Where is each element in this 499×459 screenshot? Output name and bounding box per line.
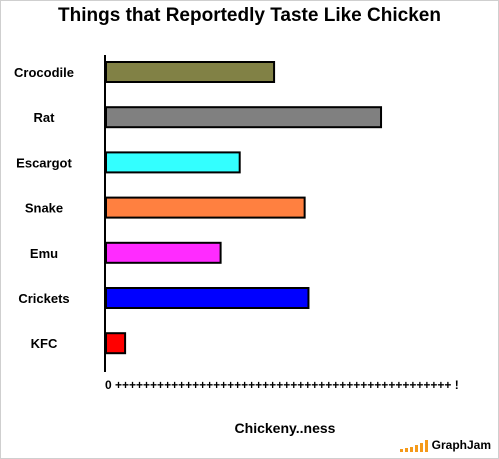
category-label-emu: Emu [30,246,58,261]
bar-crickets [105,287,310,309]
watermark-text: GraphJam [431,438,491,452]
category-label-crickets: Crickets [18,291,69,306]
x-axis-tick-labels: 0 ++++++++++++++++++++++++++++++++++++++… [105,378,459,392]
category-label-escargot: Escargot [16,155,72,170]
x-axis-label: Chickeny..ness [234,420,336,436]
bar-kfc [105,332,127,355]
bar-crocodile [105,61,276,83]
category-label-kfc: KFC [31,336,58,351]
category-label-crocodile: Crocodile [14,65,74,80]
category-label-snake: Snake [25,201,63,216]
category-label-rat: Rat [34,110,56,125]
bar-emu [105,241,222,264]
chart-title: Things that Reportedly Taste Like Chicke… [58,5,441,26]
graphjam-logo-icon [399,438,428,452]
bar-snake [105,196,306,219]
graphjam-watermark: GraphJam [399,438,491,452]
bar-rat [105,106,383,129]
bar-escargot [105,151,241,174]
